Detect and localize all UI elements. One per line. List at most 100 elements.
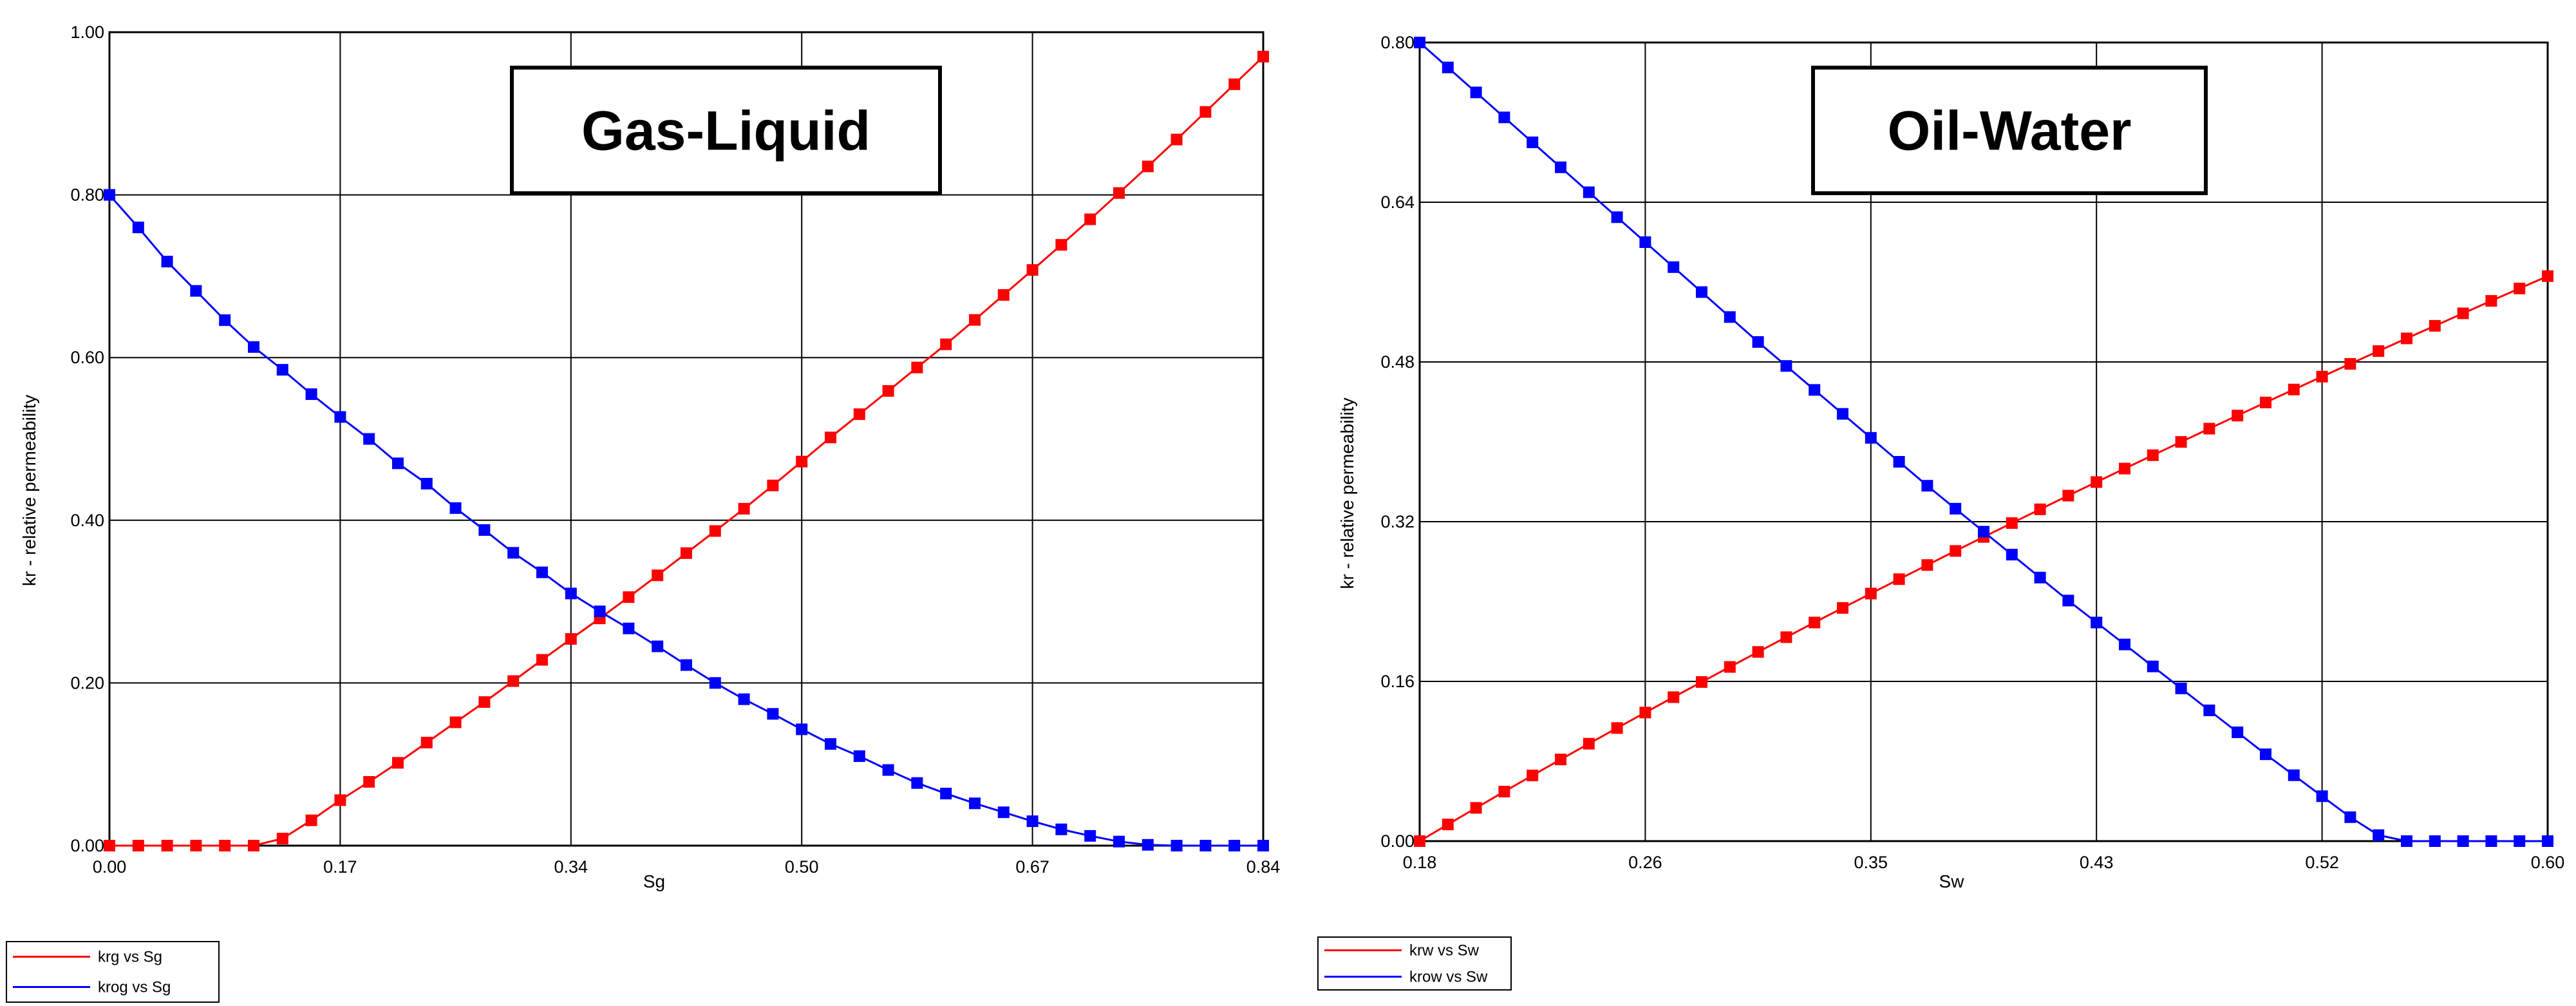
data-point [1837, 602, 1848, 614]
data-point [1527, 137, 1539, 148]
data-point [478, 524, 491, 536]
data-point [1170, 840, 1183, 851]
data-point [1414, 835, 1425, 847]
data-point [276, 364, 288, 376]
y-tick-label: 0.40 [70, 511, 104, 530]
data-point [1921, 480, 1933, 492]
data-point [2373, 829, 2385, 841]
data-point [1498, 786, 1510, 798]
data-point [565, 587, 577, 600]
data-point [1199, 106, 1212, 118]
data-point [940, 338, 952, 350]
data-point [536, 654, 548, 666]
data-point [594, 605, 606, 618]
data-point [1257, 840, 1269, 851]
data-point [2514, 835, 2526, 847]
data-point [1055, 823, 1067, 835]
data-point [1257, 50, 1269, 62]
data-point [1055, 239, 1067, 251]
data-point [969, 797, 981, 810]
data-point [997, 289, 1010, 301]
data-point [1611, 722, 1623, 734]
data-point [2485, 295, 2497, 307]
legend-label: krg vs Sg [98, 949, 162, 966]
data-point [1026, 264, 1039, 276]
data-point [1780, 631, 1792, 643]
data-point [1470, 86, 1482, 99]
data-point [1668, 261, 1680, 273]
x-tick-label: 0.00 [93, 857, 127, 877]
data-point [1809, 616, 1821, 629]
data-point [190, 840, 202, 851]
y-tick-label: 0.16 [1380, 672, 1415, 691]
data-point [1199, 840, 1212, 851]
data-point [1668, 691, 1680, 703]
data-point [1527, 770, 1539, 782]
data-point [536, 566, 548, 578]
data-point [1228, 840, 1241, 851]
data-point [2514, 282, 2526, 294]
data-point [334, 411, 346, 423]
data-point [507, 675, 520, 687]
data-point [882, 384, 894, 397]
data-point [2373, 345, 2385, 357]
y-tick-label: 1.00 [70, 23, 104, 42]
legend: krg vs Sg krog vs Sg [6, 941, 220, 1003]
data-point [2344, 357, 2356, 370]
data-point [2260, 396, 2271, 408]
data-point [1950, 545, 1962, 557]
data-point [2542, 270, 2553, 282]
data-point [940, 788, 952, 800]
data-point [104, 840, 115, 851]
data-point [2091, 476, 2103, 488]
data-point [2288, 383, 2300, 395]
legend-box [6, 941, 220, 1003]
plot-frame [1418, 41, 2549, 842]
y-tick-label: 0.00 [70, 836, 104, 855]
x-axis-label: Sg [643, 871, 665, 891]
data-point [478, 696, 491, 708]
legend-label: krog vs Sg [98, 979, 171, 996]
data-point [623, 591, 635, 603]
legend-box [1317, 936, 1512, 991]
data-point [882, 764, 894, 776]
data-point [767, 479, 779, 491]
x-tick-label: 0.17 [323, 857, 357, 877]
data-point [2175, 436, 2187, 448]
data-point [1780, 360, 1792, 372]
plot-frame [108, 31, 1264, 847]
data-point [1442, 819, 1454, 831]
data-point [132, 222, 144, 234]
data-point [1611, 211, 1623, 223]
data-point [2316, 370, 2328, 383]
legend-label: krow vs Sw [1409, 969, 1488, 986]
data-point [2034, 503, 2046, 515]
data-point [652, 569, 664, 582]
data-point [796, 455, 808, 468]
chart-2: 0.18 0.26 0.35 0.43 0.52 0.60 0.00 0.16 0.32 0.48… [1317, 33, 2564, 991]
data-point [1442, 61, 1454, 73]
data-point [738, 693, 750, 705]
data-point [2401, 835, 2412, 847]
data-point [2485, 835, 2497, 847]
x-tick-label: 0.18 [1403, 853, 1437, 872]
chart-1: 0.00 0.17 0.34 0.50 0.67 0.84 0.00 0.20 0.40 0.60… [6, 23, 1281, 1003]
data-point [825, 432, 836, 444]
data-point [2232, 410, 2244, 422]
data-point [219, 314, 231, 327]
chart-title: Gas-Liquid [581, 100, 870, 162]
data-point [1470, 802, 1482, 814]
title-box [510, 66, 942, 195]
data-point [248, 341, 259, 353]
y-tick-label: 0.32 [1380, 512, 1415, 531]
data-point [2232, 726, 2244, 739]
y-tick-label: 0.48 [1380, 352, 1415, 372]
data-point [161, 256, 173, 268]
data-point [1026, 815, 1039, 828]
x-tick-label: 0.84 [1246, 857, 1281, 877]
y-axis-label: kr - relative permeability [19, 395, 39, 586]
data-point [853, 408, 865, 421]
x-tick-label: 0.50 [785, 857, 819, 877]
data-point [2203, 422, 2215, 435]
